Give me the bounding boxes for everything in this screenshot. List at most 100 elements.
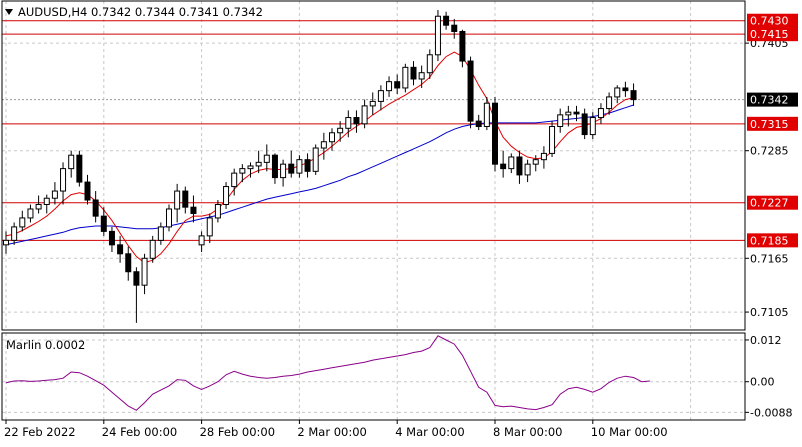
candle-body-bull [223, 186, 230, 205]
level-label-bg [747, 27, 798, 42]
candle-body-bull [597, 108, 604, 119]
candle [141, 253, 148, 295]
osc-tick-label: 0.00 [750, 376, 775, 389]
level-label-text: 0.7415 [750, 28, 789, 41]
oscillator-line [5, 335, 650, 411]
price-tick-label: 0.7285 [750, 145, 789, 158]
candle-body-bull [426, 54, 433, 74]
candle-body-bull [337, 127, 344, 134]
candle [492, 96, 498, 172]
candle-body-bull [508, 156, 515, 170]
candle [27, 204, 34, 223]
level-label-text: 0.7315 [750, 118, 789, 131]
candle [597, 103, 604, 124]
candle [166, 204, 172, 232]
time-tick-label: 2 Mar 00:00 [297, 425, 366, 439]
candle-body-bull [174, 190, 181, 210]
level-label[interactable]: 0.7185 [747, 233, 798, 248]
candle-body-bull [320, 141, 327, 149]
candle-body-bull [402, 66, 409, 89]
candle-body-bull [255, 161, 262, 167]
level-label-bg [747, 233, 798, 248]
candle-body-bull [296, 159, 303, 174]
candle-body-bull [589, 117, 596, 136]
candle [182, 186, 189, 214]
candle-body-bull [418, 72, 425, 80]
candle-body-bull [51, 190, 58, 199]
candle [532, 155, 539, 172]
candle [353, 110, 360, 133]
candle [549, 121, 556, 157]
candle [508, 153, 515, 174]
osc-tick-label: 0.012 [750, 334, 782, 347]
candle-body-bear [394, 81, 401, 89]
triangle-down-icon[interactable] [5, 9, 13, 15]
candle-body-bear [100, 215, 107, 232]
candle-body-bull [312, 147, 319, 172]
time-tick-label: 28 Feb 00:00 [200, 425, 275, 439]
time-tick-label: 22 Feb 2022 [4, 425, 76, 439]
level-label[interactable]: 0.7415 [747, 27, 798, 42]
candle [320, 132, 327, 160]
candle [402, 63, 409, 93]
candle [304, 153, 311, 178]
candle [369, 92, 376, 115]
candle [149, 235, 156, 263]
candle-body-bull [386, 81, 393, 92]
candle-body-bear [304, 159, 311, 172]
candle-body-bear [622, 87, 629, 92]
candle-body-bear [492, 102, 498, 165]
candle-body-bear [190, 206, 197, 214]
candle-body-bull [361, 105, 368, 125]
oscillator-title: Marlin 0.0002 [6, 338, 85, 352]
candle-body-bear [467, 60, 474, 122]
main-panel-frame [1, 0, 746, 331]
candle [117, 235, 124, 263]
candle-body-bull [214, 203, 221, 219]
candle-body-bull [345, 117, 352, 129]
candle-body-bull [280, 163, 287, 179]
candle-body-bull [565, 111, 572, 116]
level-label[interactable]: 0.7315 [747, 116, 798, 131]
level-label[interactable]: 0.7430 [747, 13, 798, 28]
price-tick-label: 0.7105 [750, 306, 789, 319]
candle-body-bull [157, 226, 164, 241]
candle [345, 110, 352, 138]
candle [43, 194, 50, 214]
candle [133, 267, 140, 323]
candle [475, 114, 482, 131]
candle [263, 144, 270, 172]
level-label-bg [747, 116, 798, 131]
candle [3, 231, 9, 254]
candle [92, 191, 99, 223]
candle [540, 146, 547, 169]
candle-body-bear [581, 113, 588, 136]
level-label-bg [747, 195, 798, 210]
candle [100, 207, 107, 236]
candle [434, 9, 441, 62]
candle-body-bull [239, 168, 246, 174]
level-label[interactable]: 0.7227 [747, 195, 798, 210]
horizontal-levels[interactable] [2, 20, 745, 241]
time-tick-label: 10 Mar 00:00 [591, 425, 668, 439]
candle [239, 164, 246, 183]
osc-tick-label: -0.0088 [750, 406, 792, 419]
candle-body-bear [288, 163, 295, 174]
panel-frames [1, 0, 746, 421]
candle [84, 174, 91, 205]
candle [198, 231, 205, 253]
candle [255, 150, 262, 174]
oscillator-layer [5, 335, 650, 411]
candle [280, 159, 287, 187]
candle [19, 210, 26, 232]
current-price-text: 0.7342 [750, 94, 789, 107]
candles-layer [3, 9, 637, 323]
price-tick-label: 0.7165 [750, 252, 789, 265]
candle-body-bear [630, 90, 637, 101]
level-label-text: 0.7430 [750, 15, 789, 28]
candle [410, 61, 417, 86]
candle [214, 200, 221, 223]
candle [516, 150, 523, 184]
